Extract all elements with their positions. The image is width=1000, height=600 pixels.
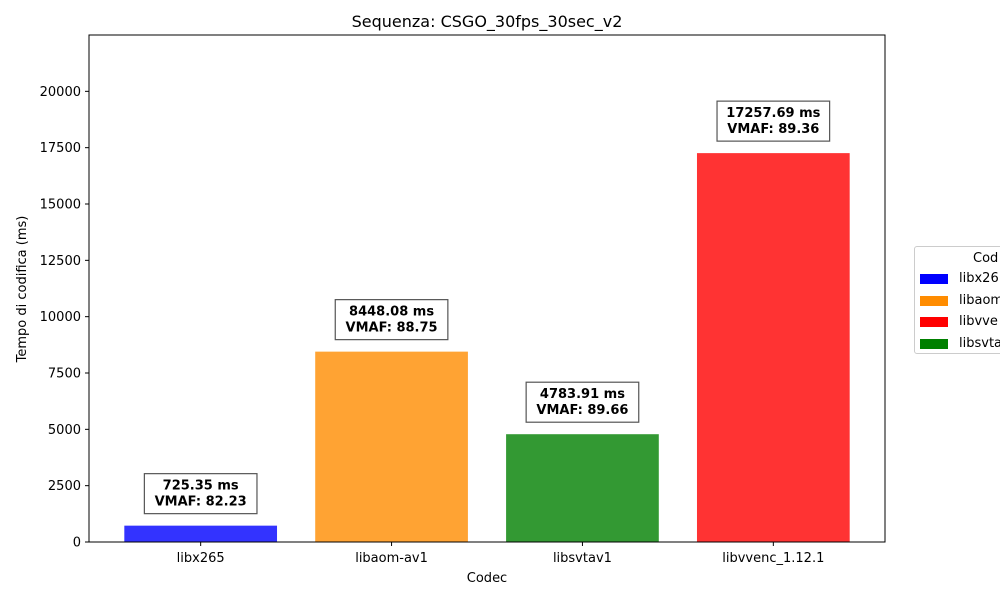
data-label: VMAF: 88.75 [346,321,438,336]
bar-libvvenc_1.12.1 [696,153,850,543]
data-label: 8448.08 ms [349,305,434,320]
legend-label: libx26 [959,271,999,286]
bar-libsvtav1 [506,434,659,542]
legend-label: libsvta [959,335,1000,351]
legend-label: libaom [959,292,1000,308]
x-tick-label: libaom-av1 [355,551,428,566]
bar-libaom-av1 [315,351,468,542]
data-label: 4783.91 ms [540,387,625,402]
y-tick-label: 10000 [40,310,81,325]
y-tick-label: 5000 [48,423,81,438]
y-tick-label: 2500 [48,479,81,494]
plot-frame [88,34,886,543]
x-tick-label: libsvtav1 [553,551,612,566]
data-label: 17257.69 ms [726,106,820,121]
legend-swatch [920,274,948,284]
x-axis-label: Codec [467,571,507,586]
y-axis-label: Tempo di codifica (ms) [15,216,30,364]
data-label: VMAF: 89.36 [727,122,819,137]
x-tick-label: libvvenc_1.12.1 [722,551,824,566]
x-tick-label: libx265 [177,551,225,566]
y-tick-label: 17500 [40,141,81,156]
data-label: VMAF: 89.66 [536,403,628,418]
y-tick-label: 15000 [40,198,81,213]
y-tick-label: 20000 [40,85,81,100]
legend-title: Cod [973,251,999,266]
y-tick-label: 0 [73,536,81,551]
data-label-box [716,100,831,142]
data-label-box [334,299,449,341]
legend-swatch [920,338,948,349]
legend-swatch [920,295,948,306]
data-label-box [143,473,258,515]
y-tick-label: 7500 [48,367,81,382]
legend: Cod libx26 libaom libvve libsvta [914,246,1000,354]
data-label: VMAF: 82.23 [155,495,247,510]
y-tick-label: 12500 [40,254,81,269]
legend-swatch [920,317,948,327]
bar-libx265 [124,525,278,542]
chart-title: Sequenza: CSGO_30fps_30sec_v2 [352,12,623,32]
legend-label: libvve [959,314,998,329]
data-label: 725.35 ms [163,479,239,494]
data-label-box [525,381,640,423]
